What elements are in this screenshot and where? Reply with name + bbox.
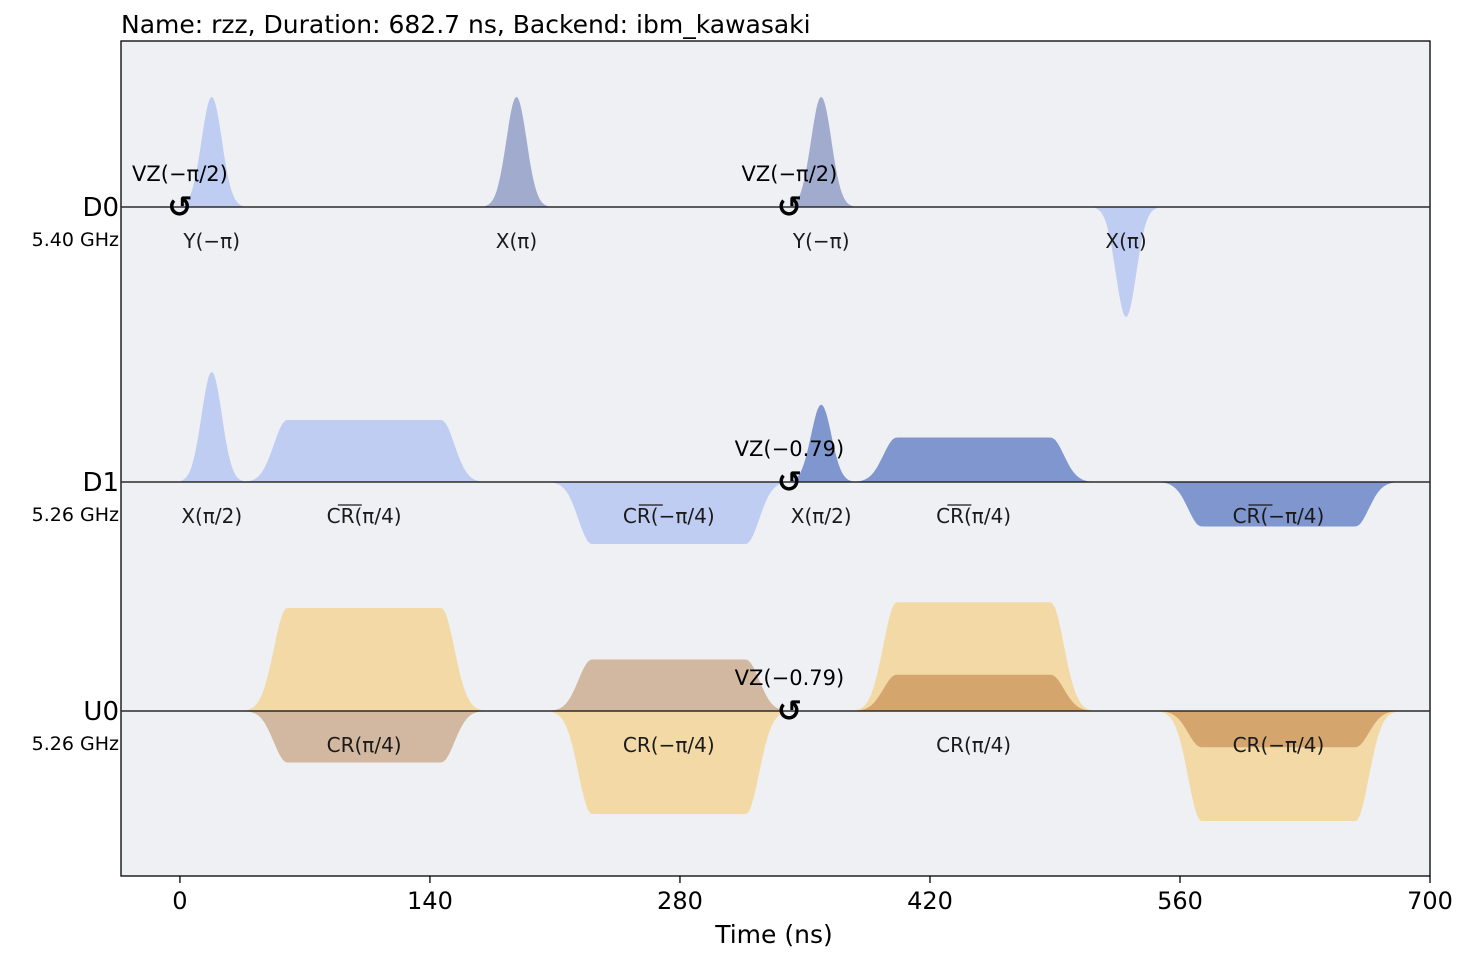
pulse-11: [243, 711, 485, 763]
pulse-0: [179, 97, 244, 207]
channel-name-d0: D0: [82, 193, 119, 223]
pulse-label-11: CR(π/4): [327, 733, 402, 757]
pulse-label-3: X(π): [1105, 229, 1146, 253]
phase-shift-label-2: VZ(−0.79): [735, 437, 845, 461]
x-tick-label-1: 140: [407, 887, 453, 915]
channel-name-d1: D1: [82, 468, 119, 498]
pulse-label-7: X(π/2): [791, 504, 852, 528]
pulse-6: [548, 482, 790, 544]
pulse-12: [548, 659, 790, 711]
channel-freq-d0: 5.40 GHz: [32, 229, 119, 251]
pulse-4: [179, 372, 244, 482]
pulse-7: [789, 404, 853, 482]
x-tick-label-3: 420: [907, 887, 953, 915]
phase-shift-icon-1: ↺: [777, 190, 802, 225]
pulse-label-4: X(π/2): [181, 504, 242, 528]
pulse-8: [853, 437, 1095, 482]
x-axis: 0 140 280 420 560 700: [172, 876, 1453, 915]
pulse-3: [1094, 207, 1158, 317]
pulse-17: [1157, 711, 1400, 748]
phase-shift-label-1: VZ(−π/2): [742, 162, 838, 186]
phase-shift-icon-3: ↺: [777, 694, 802, 729]
channel-labels-layer: D0 5.40 GHz D1 5.26 GHz U0 5.26 GHz: [32, 193, 119, 755]
pulse-label-0: Y(−π): [182, 229, 240, 253]
pulse-13: [548, 711, 790, 814]
pulse-label-2: Y(−π): [792, 229, 850, 253]
phase-shift-label-3: VZ(−0.79): [735, 666, 845, 690]
pulse-9: [1157, 482, 1400, 527]
x-axis-label: Time (ns): [714, 920, 833, 949]
pulse-labels-layer: Y(−π) X(π) Y(−π) X(π) X(π/2) CR(π/4) CR(−π/4) X…: [181, 229, 1324, 757]
pulse-label-15: CR(π/4): [936, 733, 1011, 757]
channel-freq-u0: 5.26 GHz: [32, 733, 119, 755]
pulse-1: [484, 97, 549, 207]
channel-name-u0: U0: [83, 697, 119, 727]
chart-title: Name: rzz, Duration: 682.7 ns, Backend: …: [121, 10, 811, 39]
x-tick-label-0: 0: [172, 887, 187, 915]
baselines-layer: [121, 206, 1430, 712]
pulse-label-9: CR(−π/4): [1233, 504, 1325, 528]
pulse-label-6: CR(−π/4): [623, 504, 715, 528]
channel-freq-d1: 5.26 GHz: [32, 504, 119, 526]
pulse-5: [243, 420, 485, 482]
phase-shift-label-0: VZ(−π/2): [132, 162, 228, 186]
x-tick-label-2: 280: [657, 887, 703, 915]
pulse-label-5: CR(π/4): [327, 504, 402, 528]
phase-shift-layer: VZ(−π/2) ↺ VZ(−π/2) ↺ VZ(−0.79) ↺ VZ(−0.79) ↺: [132, 162, 844, 729]
pulse-15: [853, 674, 1095, 711]
x-tick-label-5: 700: [1407, 887, 1453, 915]
pulses-layer: [179, 97, 1400, 821]
pulse-label-8: CR(π/4): [936, 504, 1011, 528]
pulse-label-17: CR(−π/4): [1233, 733, 1325, 757]
pulse-label-1: X(π): [496, 229, 537, 253]
pulse-2: [789, 97, 853, 207]
phase-shift-icon-2: ↺: [777, 465, 802, 500]
x-tick-label-4: 560: [1157, 887, 1203, 915]
pulse-10: [243, 608, 485, 711]
pulse-label-13: CR(−π/4): [623, 733, 715, 757]
phase-shift-icon-0: ↺: [167, 190, 192, 225]
